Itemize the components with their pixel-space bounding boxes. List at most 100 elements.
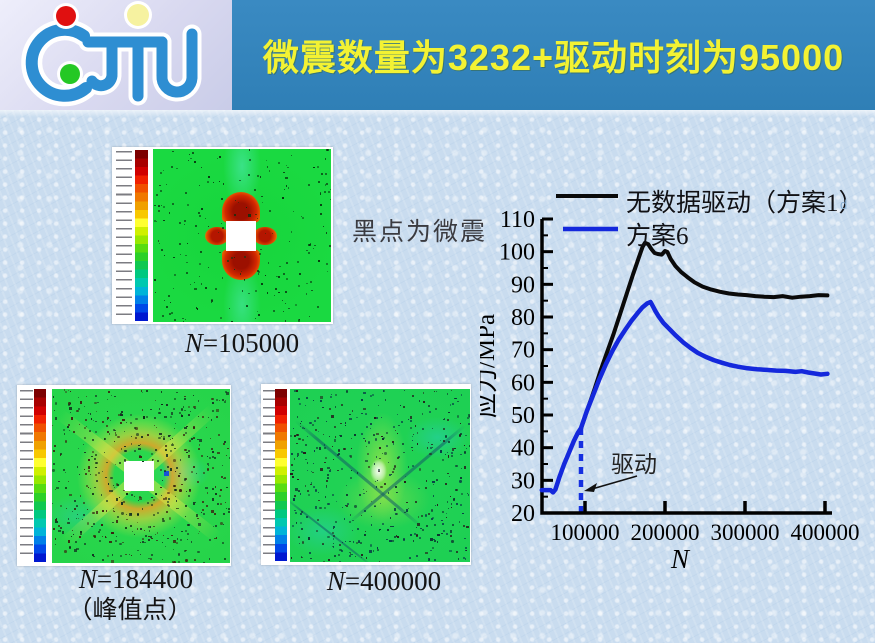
microseism-dot: [334, 436, 337, 438]
microseism-dot: [111, 489, 113, 492]
microseism-dot: [285, 177, 288, 180]
microseism-dot: [464, 558, 467, 560]
microseism-dot: [314, 245, 316, 247]
microseism-dot: [84, 451, 86, 453]
microseism-dot: [409, 557, 411, 559]
microseism-dot: [85, 419, 88, 422]
microseism-dot: [86, 522, 89, 525]
microseism-dot: [435, 408, 438, 411]
microseism-dot: [304, 458, 307, 461]
microseism-dot: [168, 434, 171, 437]
microseism-dot: [267, 262, 269, 264]
microseism-dot: [186, 204, 189, 206]
microseism-dot: [456, 415, 459, 418]
microseism-dot: [163, 219, 165, 221]
microseism-dot: [191, 471, 194, 473]
microseism-dot: [285, 291, 287, 293]
microseism-dot: [387, 492, 390, 494]
microseism-dot: [54, 402, 57, 405]
microseism-dot: [98, 539, 101, 542]
microseism-dot: [162, 498, 165, 501]
microseism-dot: [397, 413, 399, 416]
microseism-dot: [55, 543, 57, 545]
microseism-dot: [105, 536, 108, 539]
microseism-dot: [67, 518, 70, 520]
microseism-dot: [393, 535, 396, 538]
microseism-dot: [112, 554, 114, 556]
microseism-dot: [174, 470, 176, 472]
microseism-dot: [170, 439, 172, 441]
microseism-dot: [465, 549, 468, 552]
microseism-dot: [77, 396, 79, 398]
microseism-dot: [215, 415, 219, 418]
microseism-dot: [188, 454, 190, 457]
microseism-dot: [322, 561, 325, 562]
microseism-dot: [282, 196, 285, 199]
stress-ear-left: [205, 227, 229, 245]
microseism-dot: [257, 273, 260, 275]
microseism-dot: [163, 205, 166, 208]
microseism-dot: [421, 427, 424, 430]
header-band: 微震数量为3232+驱动时刻为95000: [232, 0, 875, 110]
microseism-dot: [106, 430, 110, 434]
microseism-dot: [366, 491, 368, 493]
microseism-dot: [200, 283, 203, 286]
microseism-dot: [115, 483, 118, 486]
microseism-dot: [366, 452, 369, 456]
microseism-dot: [197, 550, 200, 554]
microseism-dot: [417, 443, 419, 445]
microseism-dot: [219, 156, 221, 158]
microseism-dot: [420, 527, 422, 529]
microseism-dot: [173, 428, 175, 430]
microseism-dot: [468, 422, 470, 425]
microseism-dot: [354, 556, 357, 558]
microseism-dot: [215, 537, 217, 539]
microseism-dot: [104, 437, 107, 440]
microseism-dot: [279, 265, 281, 268]
microseism-dot: [171, 443, 174, 447]
microseism-dot: [52, 469, 55, 472]
microseism-dot: [138, 444, 140, 447]
microseism-dot: [154, 292, 157, 294]
microseism-dot: [298, 437, 301, 440]
microseism-dot: [356, 541, 359, 544]
microseism-dot: [75, 517, 78, 520]
microseism-dot: [114, 463, 117, 466]
microseism-dot: [147, 434, 149, 436]
microseism-dot: [332, 525, 335, 528]
microseism-dot: [83, 514, 86, 517]
microseism-dot: [392, 540, 394, 542]
microseism-dot: [153, 219, 156, 222]
microseism-dot: [63, 468, 66, 471]
microseism-dot: [326, 486, 328, 489]
microseism-dot: [161, 403, 163, 405]
microseism-dot: [353, 433, 356, 436]
microseism-dot: [410, 420, 412, 423]
x-axis-label: N: [670, 544, 691, 574]
microseism-dot: [119, 422, 122, 425]
microseism-dot: [188, 414, 190, 417]
microseism-dot: [446, 418, 449, 421]
microseism-dot: [323, 225, 325, 228]
microseism-dot: [324, 173, 327, 175]
microseism-dot: [55, 519, 57, 521]
microseism-dot: [342, 447, 345, 451]
microseism-dot: [173, 256, 176, 259]
microseism-dot: [67, 480, 69, 482]
microseism-dot: [300, 216, 302, 218]
microseism-dot: [70, 412, 72, 414]
microseism-dot: [194, 161, 196, 163]
microseism-dot: [425, 480, 428, 482]
microseism-dot: [136, 528, 139, 530]
microseism-dot: [325, 262, 328, 266]
microseism-dot: [379, 503, 382, 505]
microseism-dot: [334, 406, 336, 408]
microseism-dot: [309, 421, 312, 425]
microseism-dot: [58, 529, 61, 533]
microseism-dot: [378, 470, 380, 473]
logo-box: [0, 0, 232, 110]
microseism-dot: [306, 435, 308, 437]
microseism-dot: [82, 444, 85, 446]
microseism-dot: [54, 489, 56, 491]
microseism-dot: [81, 518, 83, 520]
